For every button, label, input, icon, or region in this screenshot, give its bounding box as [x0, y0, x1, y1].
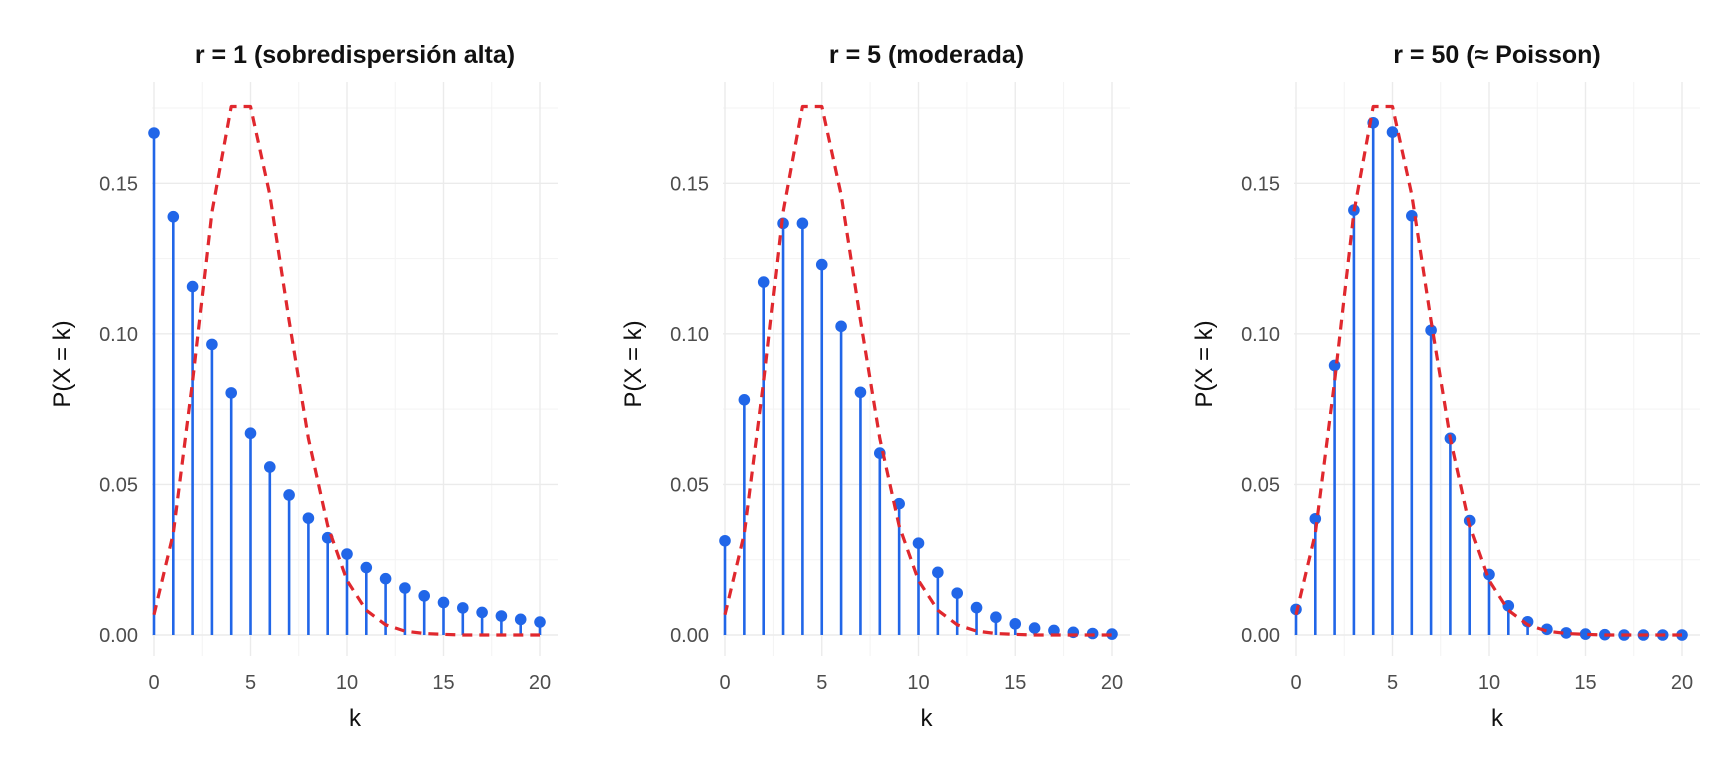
chart-panel-3: 0 5 10 15 20 0.00 0.05 0.10 0.15 r = 50 (≈ Poisso…	[1191, 41, 1700, 732]
data-point	[302, 512, 315, 524]
data-point	[1579, 628, 1592, 640]
reference-dashed-line	[723, 104, 1112, 637]
data-point	[534, 616, 546, 628]
chart-title: r = 5 (moderada)	[829, 41, 1024, 69]
data-point	[495, 610, 508, 622]
data-point	[970, 601, 983, 614]
data-point	[379, 572, 392, 585]
data-point	[854, 386, 867, 399]
data-point	[738, 394, 751, 406]
stem-series	[148, 127, 546, 635]
y-axis-label: P(X = k)	[1191, 320, 1218, 407]
x-tick-label: 20	[1101, 672, 1123, 694]
y-tick-label: 0.15	[99, 173, 138, 195]
data-point	[1309, 512, 1322, 525]
chart-panel-1: 0 5 10 15 20 0.00 0.05 0.10 0.15 r = 1 (sobredisp…	[49, 41, 558, 732]
data-point	[1106, 628, 1118, 640]
y-tick-label: 0.15	[670, 173, 709, 195]
data-point	[1386, 126, 1399, 138]
data-point	[719, 534, 731, 547]
x-axis-label: k	[1491, 705, 1504, 732]
y-tick-label: 0.00	[1241, 625, 1280, 647]
data-point	[418, 590, 431, 602]
y-tick-label: 0.10	[99, 324, 138, 346]
data-point	[815, 258, 828, 271]
data-point	[457, 602, 469, 614]
data-point	[148, 127, 160, 139]
data-point	[990, 611, 1002, 624]
x-axis-label: k	[921, 705, 934, 732]
data-point	[951, 587, 963, 599]
data-point	[835, 320, 847, 333]
data-point	[476, 606, 488, 619]
data-point	[437, 596, 450, 609]
chart-panel-2: 0 5 10 15 20 0.00 0.05 0.10 0.15 r = 5 (moderada)…	[620, 41, 1130, 732]
data-point	[1328, 359, 1341, 372]
y-tick-label: 0.00	[99, 625, 138, 647]
data-point	[186, 280, 199, 293]
data-point	[264, 461, 276, 473]
y-tick-label: 0.05	[1241, 474, 1280, 496]
x-axis-label: k	[349, 705, 362, 732]
stem-series	[1290, 116, 1688, 641]
y-axis-label: P(X = k)	[49, 320, 76, 407]
chart-title: r = 1 (sobredispersión alta)	[195, 41, 515, 69]
chart-title: r = 50 (≈ Poisson)	[1393, 41, 1601, 69]
data-point	[1028, 622, 1041, 634]
y-tick-label: 0.05	[670, 474, 709, 496]
data-point	[1560, 627, 1572, 639]
data-point	[206, 338, 218, 351]
data-point	[399, 582, 411, 594]
x-tick-label: 0	[148, 672, 159, 694]
x-tick-label: 10	[1478, 672, 1500, 694]
x-tick-label: 0	[1290, 672, 1301, 694]
data-point	[244, 427, 257, 440]
x-tick-label: 10	[907, 672, 929, 694]
x-tick-label: 20	[529, 672, 551, 694]
y-tick-label: 0.05	[99, 474, 138, 496]
reference-dashed-line	[152, 104, 540, 637]
x-tick-label: 20	[1671, 672, 1693, 694]
x-tick-label: 5	[1387, 672, 1398, 694]
x-tick-label: 0	[719, 672, 730, 694]
gridlines	[1294, 82, 1700, 656]
x-tick-label: 15	[1004, 672, 1026, 694]
data-point	[360, 561, 373, 574]
y-tick-label: 0.10	[1241, 324, 1280, 346]
x-tick-label: 10	[336, 672, 358, 694]
reference-dashed-line	[1294, 104, 1682, 637]
y-tick-label: 0.10	[670, 324, 709, 346]
y-axis-label: P(X = k)	[620, 320, 647, 407]
data-point	[1425, 324, 1437, 337]
data-point	[1048, 624, 1060, 637]
data-point	[341, 548, 353, 560]
data-point	[225, 387, 237, 399]
stem-series	[719, 217, 1118, 640]
y-tick-label: 0.00	[670, 625, 709, 647]
x-tick-label: 15	[1574, 672, 1596, 694]
y-tick-label: 0.15	[1241, 173, 1280, 195]
data-point	[514, 613, 527, 626]
x-tick-label: 5	[245, 672, 256, 694]
data-point	[796, 217, 809, 230]
data-point	[1009, 618, 1022, 630]
data-point	[912, 537, 925, 549]
x-tick-label: 15	[432, 672, 454, 694]
data-point	[757, 276, 770, 288]
data-point	[1541, 623, 1553, 636]
x-tick-label: 5	[816, 672, 827, 694]
data-point	[932, 566, 944, 579]
data-point	[283, 489, 295, 501]
data-point	[167, 210, 180, 223]
